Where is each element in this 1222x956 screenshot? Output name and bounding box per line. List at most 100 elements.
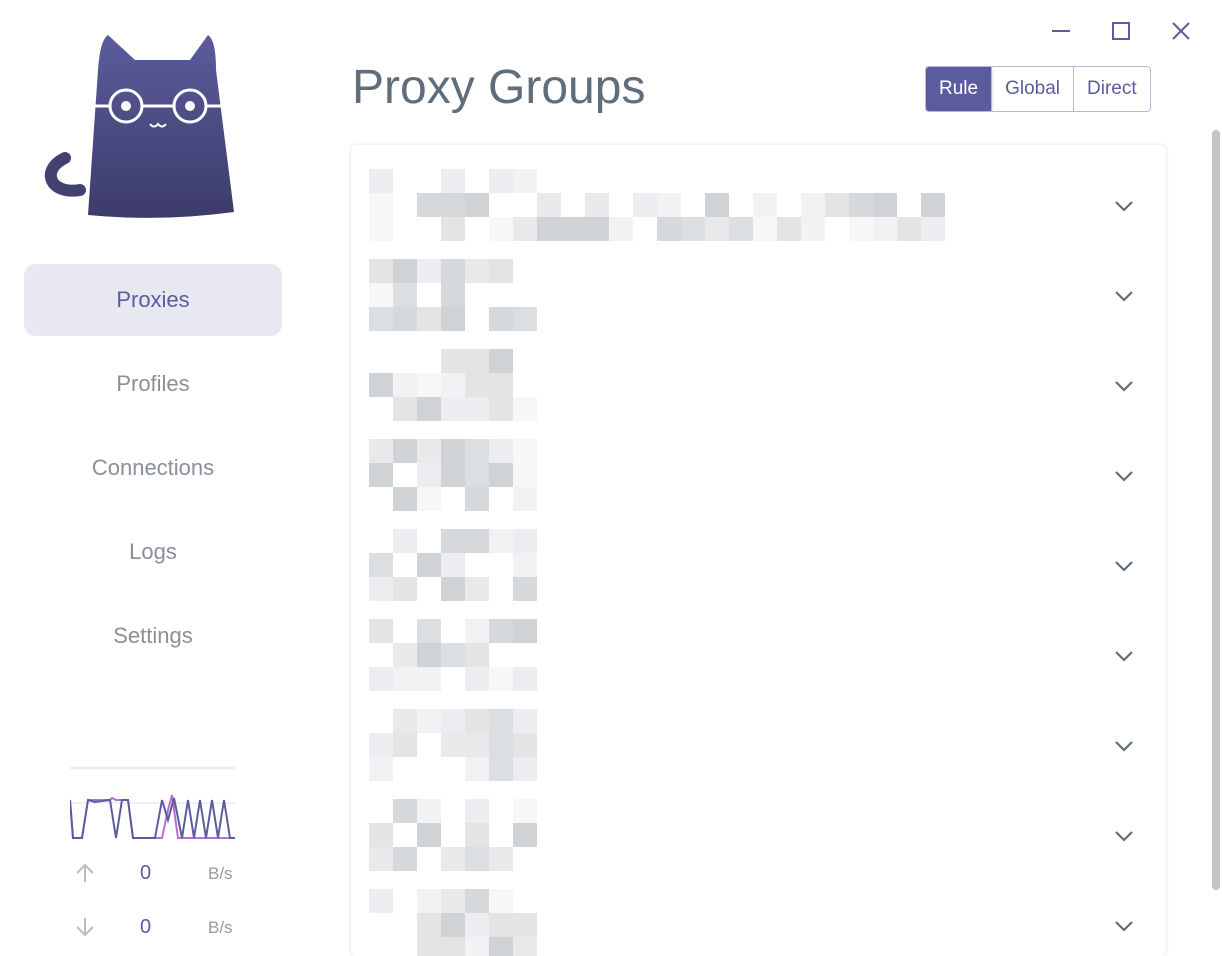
- chevron-down-icon: [1115, 921, 1133, 932]
- sidebar-item-connections[interactable]: Connections: [91, 455, 215, 480]
- sidebar-item-logs[interactable]: Logs: [129, 539, 177, 564]
- maximize-button[interactable]: [1106, 16, 1136, 46]
- redacted-block: [369, 307, 393, 331]
- redacted-block: [417, 643, 441, 667]
- redacted-block: [369, 733, 393, 757]
- minimize-button[interactable]: [1046, 16, 1076, 46]
- upload-unit: B/s: [208, 864, 233, 883]
- redacted-block: [465, 799, 489, 823]
- redacted-block: [417, 307, 441, 331]
- redacted-block: [489, 913, 513, 937]
- redacted-block: [513, 709, 537, 733]
- redacted-block: [465, 823, 489, 847]
- redacted-block: [369, 217, 393, 241]
- redacted-block: [657, 193, 681, 217]
- download-speed: 0 B/s: [70, 916, 240, 940]
- expand-button[interactable]: [1114, 199, 1134, 217]
- redacted-block: [465, 847, 489, 871]
- redacted-block: [921, 217, 945, 241]
- redacted-block: [465, 577, 489, 601]
- proxy-group-row[interactable]: [351, 785, 1166, 875]
- redacted-block: [513, 619, 537, 643]
- redacted-block: [513, 937, 537, 956]
- traffic-graph: [70, 794, 235, 839]
- proxy-group-row[interactable]: [351, 695, 1166, 785]
- chevron-down-icon: [1115, 471, 1133, 482]
- redacted-block: [921, 193, 945, 217]
- redacted-block: [537, 217, 561, 241]
- redacted-block: [513, 463, 537, 487]
- redacted-block: [465, 259, 489, 283]
- expand-button[interactable]: [1114, 919, 1134, 937]
- redacted-block: [441, 349, 465, 373]
- redacted-block: [417, 889, 441, 913]
- redacted-block: [585, 217, 609, 241]
- redacted-block: [441, 307, 465, 331]
- mode-rule-button[interactable]: Rule: [926, 67, 992, 111]
- redacted-block: [489, 439, 513, 463]
- expand-button[interactable]: [1114, 559, 1134, 577]
- redacted-block: [417, 913, 441, 937]
- redacted-block: [369, 889, 393, 913]
- redacted-block: [417, 487, 441, 511]
- sidebar-item-profiles[interactable]: Profiles: [116, 371, 190, 396]
- expand-button[interactable]: [1114, 469, 1134, 487]
- expand-button[interactable]: [1114, 379, 1134, 397]
- close-button[interactable]: [1166, 16, 1196, 46]
- expand-button[interactable]: [1114, 739, 1134, 757]
- redacted-block: [513, 397, 537, 421]
- redacted-block: [489, 733, 513, 757]
- redacted-block: [777, 217, 801, 241]
- cat-logo: [44, 35, 234, 218]
- scrollbar[interactable]: [1212, 130, 1220, 890]
- chevron-down-icon: [1115, 651, 1133, 662]
- redacted-block: [489, 619, 513, 643]
- redacted-block: [465, 619, 489, 643]
- redacted-block: [441, 709, 465, 733]
- proxy-group-row[interactable]: [351, 425, 1166, 515]
- arrow-up-icon: [76, 863, 94, 882]
- mode-global-button[interactable]: Global: [991, 67, 1073, 111]
- redacted-block: [465, 397, 489, 421]
- redacted-block: [417, 709, 441, 733]
- redacted-block: [489, 217, 513, 241]
- redacted-block: [417, 463, 441, 487]
- expand-button[interactable]: [1114, 649, 1134, 667]
- expand-button[interactable]: [1114, 829, 1134, 847]
- redacted-block: [753, 217, 777, 241]
- redacted-block: [441, 373, 465, 397]
- redacted-block: [513, 217, 537, 241]
- redacted-block: [489, 529, 513, 553]
- proxy-group-row[interactable]: [351, 605, 1166, 695]
- sidebar-item-proxies[interactable]: Proxies: [24, 264, 282, 336]
- sidebar-item-settings[interactable]: Settings: [113, 623, 193, 648]
- maximize-icon: [1112, 22, 1130, 40]
- redacted-block: [513, 823, 537, 847]
- proxy-group-row[interactable]: [351, 245, 1166, 335]
- redacted-block: [513, 757, 537, 781]
- redacted-block: [825, 193, 849, 217]
- redacted-block: [441, 733, 465, 757]
- proxy-group-row[interactable]: [351, 515, 1166, 605]
- redacted-block: [465, 439, 489, 463]
- redacted-block: [729, 217, 753, 241]
- chevron-down-icon: [1115, 831, 1133, 842]
- redacted-block: [417, 397, 441, 421]
- redacted-block: [705, 217, 729, 241]
- redacted-block: [369, 439, 393, 463]
- proxy-group-row[interactable]: [351, 155, 1166, 245]
- mode-direct-button[interactable]: Direct: [1073, 67, 1150, 111]
- redacted-block: [873, 193, 897, 217]
- redacted-block: [513, 169, 537, 193]
- redacted-block: [465, 757, 489, 781]
- redacted-block: [441, 217, 465, 241]
- proxy-group-row[interactable]: DIRECT: [351, 875, 1166, 956]
- redacted-block: [441, 847, 465, 871]
- proxy-group-row[interactable]: [351, 335, 1166, 425]
- redacted-block: [489, 373, 513, 397]
- expand-button[interactable]: [1114, 289, 1134, 307]
- redacted-block: [417, 553, 441, 577]
- redacted-block: [465, 487, 489, 511]
- redacted-block: [441, 397, 465, 421]
- redacted-block: [489, 307, 513, 331]
